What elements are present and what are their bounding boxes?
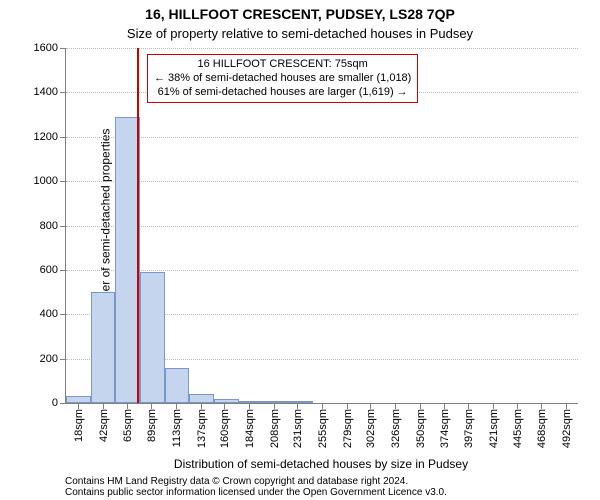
callout-line: ← 38% of semi-detached houses are smalle… xyxy=(154,72,411,86)
histogram-bar xyxy=(189,394,214,403)
marker-line xyxy=(137,48,139,403)
x-tick-label: 468sqm xyxy=(536,409,548,448)
x-tick-label: 184sqm xyxy=(244,409,256,448)
x-tick-label: 65sqm xyxy=(122,409,134,442)
x-tick-label: 326sqm xyxy=(390,409,402,448)
x-tick-label: 397sqm xyxy=(463,409,475,448)
y-tick-label: 1200 xyxy=(34,131,66,143)
gridline xyxy=(66,226,578,227)
y-tick-label: 1000 xyxy=(34,175,66,187)
histogram-plot: 0200400600800100012001400160018sqm42sqm6… xyxy=(65,48,578,404)
callout-line: 16 HILLFOOT CRESCENT: 75sqm xyxy=(154,58,411,72)
y-tick-label: 400 xyxy=(40,308,66,320)
x-tick-label: 231sqm xyxy=(292,409,304,448)
gridline xyxy=(66,181,578,182)
histogram-bar xyxy=(239,401,264,403)
x-tick-label: 374sqm xyxy=(439,409,451,448)
x-tick-label: 445sqm xyxy=(512,409,524,448)
histogram-bar xyxy=(165,368,190,404)
callout-line: 61% of semi-detached houses are larger (… xyxy=(154,86,411,100)
x-tick-label: 42sqm xyxy=(98,409,110,442)
histogram-bar xyxy=(66,396,91,403)
y-tick-label: 200 xyxy=(40,353,66,365)
footer-attribution: Contains HM Land Registry data © Crown c… xyxy=(65,476,447,498)
x-tick-label: 350sqm xyxy=(415,409,427,448)
x-tick-label: 208sqm xyxy=(269,409,281,448)
page-subtitle: Size of property relative to semi-detach… xyxy=(0,26,600,41)
y-tick-label: 1400 xyxy=(34,86,66,98)
gridline xyxy=(66,270,578,271)
x-axis-title: Distribution of semi-detached houses by … xyxy=(65,457,577,471)
histogram-bar xyxy=(263,401,288,403)
histogram-bar xyxy=(288,401,313,403)
gridline xyxy=(66,48,578,49)
y-tick-label: 600 xyxy=(40,264,66,276)
x-tick-label: 160sqm xyxy=(219,409,231,448)
histogram-bar xyxy=(140,272,165,403)
x-tick-label: 137sqm xyxy=(196,409,208,448)
x-tick-label: 255sqm xyxy=(317,409,329,448)
x-tick-label: 421sqm xyxy=(488,409,500,448)
x-tick-label: 89sqm xyxy=(146,409,158,442)
histogram-bar xyxy=(91,292,116,403)
page-title: 16, HILLFOOT CRESCENT, PUDSEY, LS28 7QP xyxy=(0,6,600,22)
y-tick-label: 800 xyxy=(40,220,66,232)
gridline xyxy=(66,137,578,138)
x-tick-label: 492sqm xyxy=(561,409,573,448)
histogram-bar xyxy=(214,399,239,403)
x-tick-label: 279sqm xyxy=(342,409,354,448)
y-tick-label: 0 xyxy=(52,397,66,409)
callout-box: 16 HILLFOOT CRESCENT: 75sqm← 38% of semi… xyxy=(147,54,418,103)
x-tick-label: 302sqm xyxy=(365,409,377,448)
x-tick-label: 113sqm xyxy=(171,409,183,447)
y-tick-label: 1600 xyxy=(34,42,66,54)
x-tick-label: 18sqm xyxy=(73,409,85,442)
